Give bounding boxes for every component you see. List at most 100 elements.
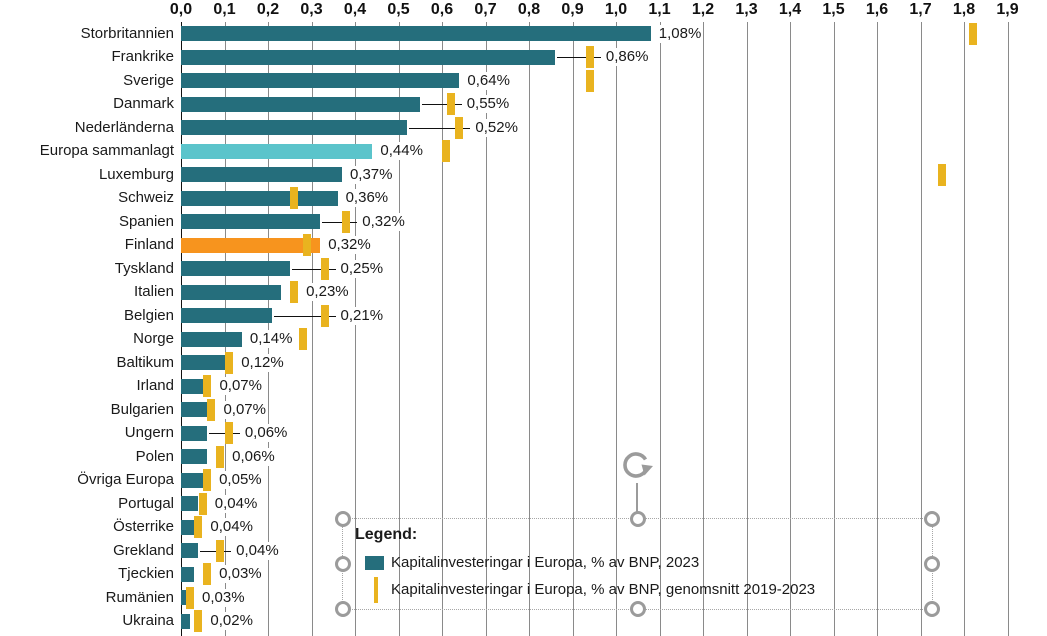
y-axis-line (181, 22, 182, 636)
value-label: 0,05% (217, 471, 264, 490)
value-label: 0,55% (464, 95, 512, 114)
value-label: 0,86% (603, 48, 651, 67)
bar-2023 (181, 519, 199, 535)
average-tick (207, 398, 216, 421)
selection-handle-top-right[interactable] (924, 511, 940, 527)
average-tick (203, 563, 212, 586)
gridline (486, 22, 487, 636)
x-axis-tick-label: 1,8 (952, 1, 976, 18)
bar-2023 (181, 425, 208, 441)
value-callout-line (557, 57, 601, 59)
value-label: 0,21% (338, 306, 386, 325)
gridline (268, 22, 269, 636)
x-axis-tick-label: 0,6 (430, 1, 454, 18)
legend-item-average: Kapitalinvesteringar i Europa, % av BNP,… (391, 581, 816, 598)
value-callout-line (409, 127, 471, 129)
rotate-handle-stem (636, 483, 638, 512)
value-label: 0,44% (378, 142, 425, 161)
value-label: 0,36% (343, 189, 391, 208)
value-label: 0,52% (473, 118, 520, 137)
average-tick (320, 304, 329, 327)
value-label: 0,64% (465, 71, 512, 90)
gridline (616, 22, 617, 636)
value-label: 1,08% (656, 24, 704, 43)
category-label: Tjeckien (118, 565, 174, 583)
bar-2023 (181, 26, 651, 42)
x-axis-tick-label: 1,3 (735, 1, 758, 18)
selection-handle-bottom-right[interactable] (924, 601, 940, 617)
x-axis-tick-label: 1,7 (909, 1, 932, 18)
value-label: 0,04% (208, 518, 255, 537)
average-tick (198, 492, 207, 515)
x-axis-tick-label: 0,3 (300, 1, 323, 18)
bar-2023 (181, 120, 408, 136)
category-label: Sverige (123, 71, 174, 89)
average-tick (203, 469, 212, 492)
selection-handle-middle-left[interactable] (335, 556, 351, 572)
bar-2023 (181, 496, 199, 512)
value-label: 0,07% (217, 377, 264, 396)
selection-handle-bottom-middle[interactable] (629, 601, 646, 617)
category-label: Grekland (113, 541, 174, 559)
value-label: 0,14% (247, 330, 295, 349)
x-axis-tick-label: 0,1 (213, 1, 236, 18)
category-label: Bulgarien (110, 400, 174, 418)
gridline (1008, 22, 1009, 636)
selection-handle-middle-right[interactable] (924, 556, 940, 572)
average-tick (303, 234, 312, 257)
rotate-icon[interactable] (620, 449, 654, 483)
gridline (573, 22, 574, 636)
bar-2023 (181, 284, 282, 300)
value-label: 0,32% (360, 212, 407, 231)
legend-swatch-bars-icon (365, 556, 384, 570)
gridline (790, 22, 791, 636)
bar-2023 (181, 96, 421, 112)
value-label: 0,03% (200, 588, 247, 607)
average-tick (455, 116, 464, 139)
bar-2023 (181, 73, 460, 89)
value-label: 0,04% (234, 541, 281, 560)
average-tick (298, 328, 307, 351)
category-label: Ungern (124, 424, 174, 442)
gridline (312, 22, 313, 636)
category-label: Italien (133, 283, 174, 301)
bar-2023 (181, 472, 203, 488)
value-callout-line (209, 433, 240, 435)
bar-2023 (181, 261, 290, 277)
selection-handle-top-left[interactable] (335, 511, 351, 527)
bar-2023 (181, 566, 195, 582)
value-label: 0,04% (212, 494, 260, 513)
category-label: Storbritannien (80, 24, 174, 42)
average-tick (194, 610, 203, 633)
average-tick (185, 586, 194, 609)
category-label: Polen (135, 447, 174, 465)
average-tick (216, 539, 225, 562)
average-tick (203, 375, 212, 398)
average-tick (290, 187, 299, 210)
selection-handle-bottom-left[interactable] (335, 601, 351, 617)
average-tick (585, 46, 594, 69)
gridline (834, 22, 835, 636)
selection-handle-top-middle[interactable] (629, 511, 646, 527)
average-tick (442, 140, 451, 163)
value-label: 0,37% (347, 165, 395, 184)
category-label: Nederländerna (74, 118, 174, 136)
category-label: Frankrike (111, 48, 174, 66)
category-label: Danmark (113, 95, 174, 113)
average-tick (968, 22, 977, 45)
x-axis-tick-label: 0,0 (169, 1, 193, 18)
value-label: 0,06% (242, 424, 290, 443)
average-tick (320, 257, 329, 280)
category-label: Baltikum (116, 353, 174, 371)
value-callout-line (274, 315, 336, 317)
average-tick (194, 516, 203, 539)
legend-swatch-average-icon (374, 577, 378, 603)
x-axis-tick-label: 1,4 (778, 1, 802, 18)
bar-2023 (181, 49, 556, 65)
legend-item-2023: Kapitalinvesteringar i Europa, % av BNP,… (391, 554, 700, 571)
value-label: 0,07% (221, 400, 268, 419)
bar-2023 (181, 331, 242, 347)
x-axis-tick-label: 1,9 (996, 1, 1019, 18)
value-label: 0,25% (338, 259, 386, 278)
legend-box[interactable]: Legend: Kapitalinvesteringar i Europa, %… (335, 511, 940, 617)
